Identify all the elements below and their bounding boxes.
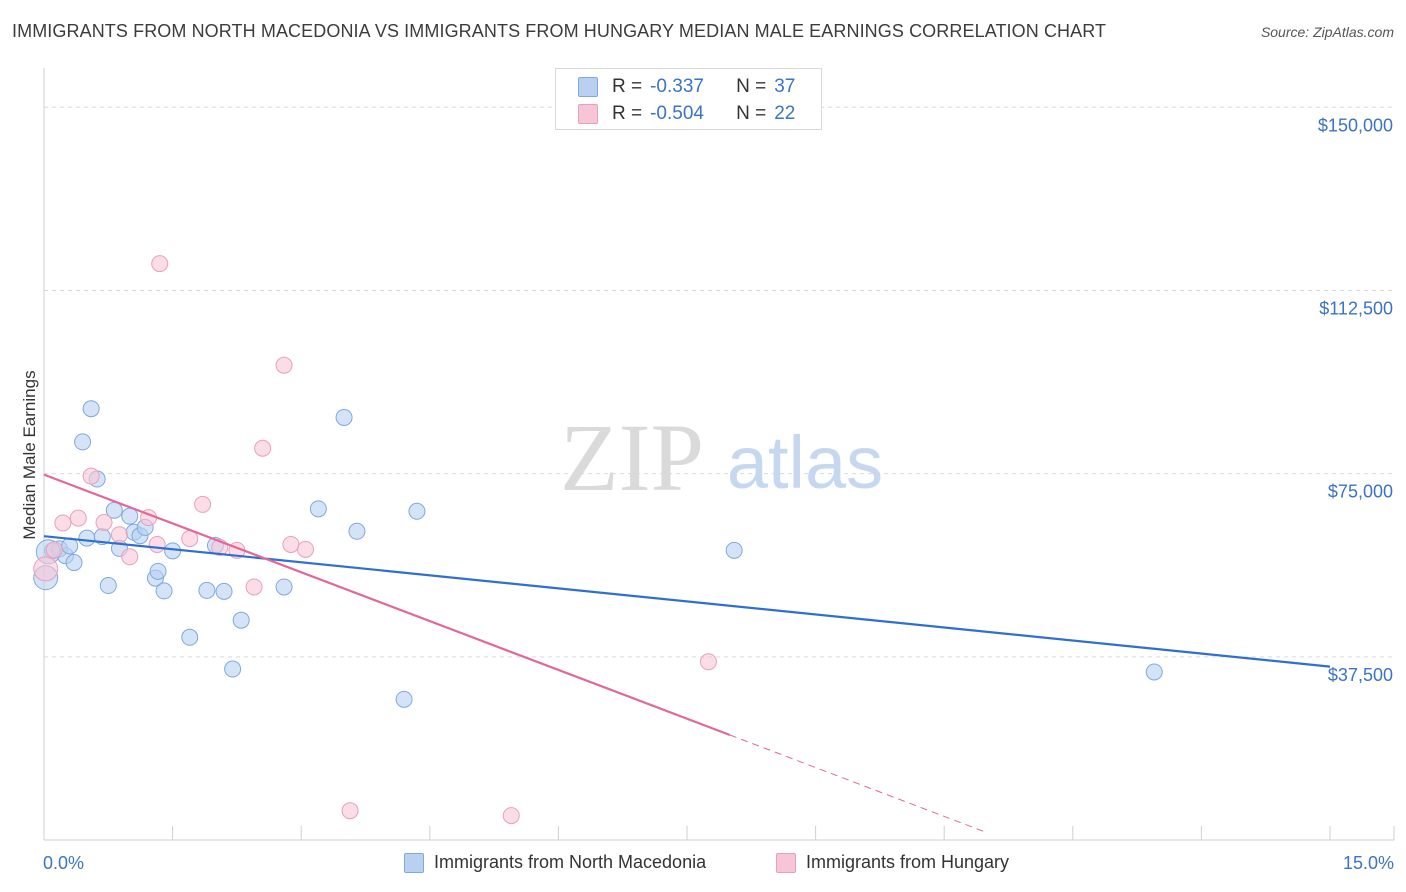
source-label: Source: ZipAtlas.com [1260,24,1394,40]
point-hungary [194,495,212,513]
watermark-atlas: atlas [727,421,883,504]
point-macedonia [348,522,366,540]
bottom-legend-hungary: Immigrants from Hungary [776,852,1009,873]
x-tick-label-min: 0.0% [43,853,85,873]
legend-r-value: -0.504 [650,103,704,124]
legend-r-label: R = [612,76,643,97]
point-hungary [95,514,113,531]
y-tick-label: $112,500 [1319,298,1393,318]
y-tick-labels: $37,500 $75,000 $112,500 $150,000 [1318,115,1393,685]
data-points [33,255,1163,825]
point-macedonia [121,507,139,525]
point-hungary [33,556,59,582]
x-tick-label-max: 15.0% [1342,853,1394,873]
legend-r-label: R = [612,103,643,124]
point-hungary [254,439,272,457]
point-hungary [296,540,314,558]
point-macedonia [232,611,250,629]
point-hungary [699,653,717,671]
point-macedonia [181,628,199,646]
y-tick-label: $75,000 [1328,482,1393,502]
point-macedonia [224,660,242,678]
point-hungary [341,802,359,820]
legend-n-value: 37 [774,76,796,97]
point-macedonia [99,577,117,595]
point-hungary [275,356,293,374]
point-hungary [82,467,100,485]
legend-n-label: N = [736,103,767,124]
point-hungary [148,535,166,553]
legend-row-macedonia: R = -0.337 N = 37 [578,75,795,99]
trend-line-hungary [43,473,731,737]
y-tick-label: $150,000 [1318,115,1393,135]
point-hungary [110,526,128,544]
legend-row-hungary: R = -0.504 N = 22 [578,102,795,126]
watermark: ZIP atlas [560,404,883,511]
point-macedonia [275,578,293,596]
legend-n-label: N = [736,76,767,97]
trend-line-macedonia [43,535,1331,668]
bottom-legend-macedonia: Immigrants from North Macedonia [404,852,706,873]
bottom-legend-label: Immigrants from Hungary [806,852,1010,872]
point-macedonia [408,502,426,520]
point-macedonia [155,582,173,600]
point-hungary [282,535,300,553]
bottom-legend-swatch-pink [776,852,796,873]
point-macedonia [395,690,413,708]
watermark-zip: ZIP [560,404,704,511]
point-hungary [69,509,87,527]
chart-title: IMMIGRANTS FROM NORTH MACEDONIA VS IMMIG… [12,21,1107,41]
point-macedonia [335,408,353,426]
point-macedonia [149,562,167,580]
point-hungary [121,548,139,566]
legend-swatch-blue [578,77,598,97]
point-hungary [54,514,72,532]
correlation-legend: R = -0.337 N = 37 R = -0.504 N = 22 [555,68,822,130]
point-macedonia [82,400,100,418]
trend-lines [43,473,1331,834]
point-macedonia [309,500,327,518]
axes [43,68,1395,841]
point-macedonia [198,581,216,599]
point-hungary [502,807,520,825]
point-macedonia [215,582,233,600]
point-macedonia [74,433,92,451]
point-macedonia [725,541,743,559]
point-macedonia [1145,663,1163,681]
legend-n-value: 22 [774,103,796,124]
trend-line-hungary-extension [729,734,988,834]
legend-swatch-pink [578,104,598,124]
gridlines [44,106,1394,658]
point-hungary [45,541,63,559]
point-hungary [245,578,263,596]
bottom-legend-label: Immigrants from North Macedonia [434,852,707,872]
point-macedonia [65,554,83,572]
point-macedonia [78,529,96,547]
legend-r-value: -0.337 [650,76,704,97]
bottom-legend-swatch-blue [404,852,424,873]
y-tick-label: $37,500 [1328,665,1393,685]
point-hungary [151,255,169,273]
